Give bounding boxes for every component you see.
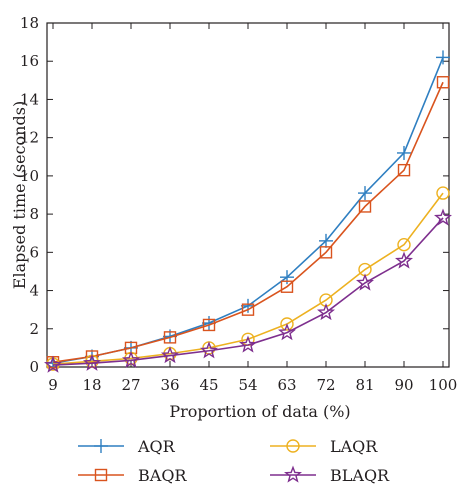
series-laqr — [46, 186, 450, 371]
series-line — [52, 81, 444, 364]
y-tick-label: 14 — [20, 90, 39, 108]
y-tick-label: 18 — [20, 14, 39, 32]
data-point — [83, 353, 101, 371]
y-tick-label: 12 — [20, 129, 39, 147]
data-point — [317, 303, 335, 321]
y-axis: 0 2 4 6 8 10 12 14 16 18 — [20, 14, 449, 376]
data-point — [397, 145, 411, 160]
data-point — [239, 335, 257, 353]
x-tick-label: 72 — [316, 376, 335, 394]
data-point — [395, 251, 413, 269]
x-axis-label: Proportion of data (%) — [169, 402, 350, 421]
series-aqr — [46, 50, 450, 371]
x-tick-label: 27 — [121, 376, 140, 394]
legend-label: LAQR — [330, 437, 378, 456]
legend-marker — [94, 439, 108, 453]
data-point — [280, 317, 294, 331]
x-tick-label: 18 — [82, 376, 101, 394]
legend-item: LAQR — [270, 437, 378, 456]
y-tick-label: 16 — [20, 52, 39, 70]
x-tick-label: 100 — [429, 376, 458, 394]
y-tick-label: 6 — [29, 243, 39, 261]
legend-marker — [286, 439, 300, 453]
legend-item: AQR — [78, 437, 176, 456]
data-point — [358, 200, 372, 213]
legend-item: BLAQR — [270, 465, 390, 485]
data-point — [434, 208, 452, 226]
data-point — [397, 237, 411, 252]
legend-marker — [284, 465, 302, 483]
data-point — [358, 186, 372, 201]
data-point — [319, 246, 333, 259]
data-point — [241, 303, 255, 316]
y-tick-label: 4 — [29, 282, 39, 300]
data-point — [202, 318, 216, 332]
series-line — [52, 57, 444, 364]
x-tick-label: 9 — [48, 376, 58, 394]
series-layer — [44, 50, 452, 373]
y-tick-label: 0 — [29, 358, 39, 376]
data-point — [161, 346, 179, 364]
x-tick-label: 54 — [238, 376, 257, 394]
x-tick-label: 90 — [394, 376, 413, 394]
x-tick-label: 36 — [160, 376, 179, 394]
series-blaqr — [44, 208, 452, 373]
y-tick-label: 10 — [20, 167, 39, 185]
legend-label: BLAQR — [330, 466, 390, 485]
y-tick-label: 8 — [29, 205, 39, 223]
series-line — [52, 217, 444, 366]
data-point — [436, 50, 450, 65]
legend-marker — [94, 468, 108, 482]
legend-item: BAQR — [78, 466, 187, 485]
y-tick-label: 2 — [29, 320, 39, 338]
x-tick-label: 81 — [355, 376, 374, 394]
x-tick-label: 45 — [199, 376, 218, 394]
data-point — [436, 186, 450, 200]
data-point — [44, 355, 62, 373]
x-tick-label: 63 — [277, 376, 296, 394]
data-point — [319, 233, 333, 248]
y-axis-label: Elapsed time (seconds) — [10, 101, 29, 289]
data-point — [280, 280, 294, 293]
data-point — [278, 323, 296, 341]
series-baqr — [46, 76, 450, 369]
legend: AQR BAQR LAQR BLAQR — [78, 437, 390, 485]
data-point — [397, 163, 411, 177]
data-point — [200, 341, 218, 359]
x-axis: 9 18 27 36 45 54 63 72 81 90 100 — [48, 23, 457, 394]
data-point — [163, 331, 177, 344]
data-point — [436, 76, 450, 89]
legend-label: BAQR — [138, 466, 187, 485]
legend-label: AQR — [137, 437, 176, 456]
data-point — [122, 350, 140, 368]
data-point — [356, 273, 374, 291]
